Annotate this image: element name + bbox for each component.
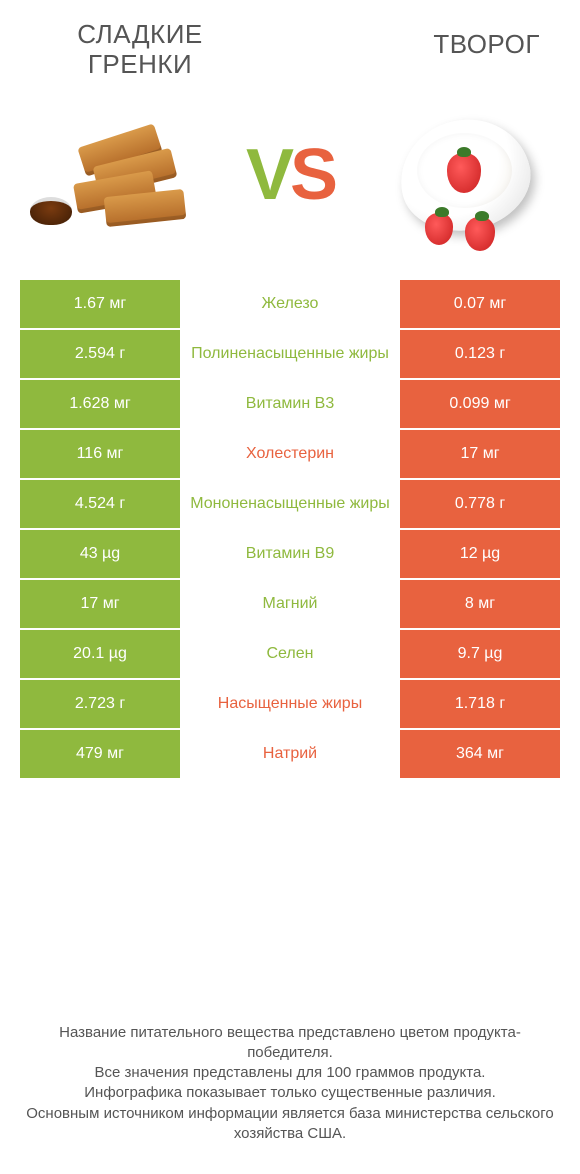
cell-left-value: 43 µg [20, 530, 180, 578]
cell-nutrient-label: Магний [180, 580, 400, 628]
cell-nutrient-label: Мононенасыщенные жиры [180, 480, 400, 528]
cell-left-value: 479 мг [20, 730, 180, 778]
cell-nutrient-label: Витамин B3 [180, 380, 400, 428]
table-row: 20.1 µgСелен9.7 µg [20, 630, 560, 680]
table-row: 17 мгМагний8 мг [20, 580, 560, 630]
table-row: 1.628 мгВитамин B30.099 мг [20, 380, 560, 430]
product-right-title: ТВОРОГ [340, 20, 540, 60]
cell-right-value: 17 мг [400, 430, 560, 478]
vs-v: V [246, 135, 290, 215]
cell-right-value: 0.099 мг [400, 380, 560, 428]
table-row: 1.67 мгЖелезо0.07 мг [20, 280, 560, 330]
table-row: 479 мгНатрий364 мг [20, 730, 560, 780]
cell-right-value: 0.778 г [400, 480, 560, 528]
cell-left-value: 1.67 мг [20, 280, 180, 328]
cell-nutrient-label: Полиненасыщенные жиры [180, 330, 400, 378]
cell-nutrient-label: Селен [180, 630, 400, 678]
product-right-image [380, 100, 550, 250]
cell-left-value: 1.628 мг [20, 380, 180, 428]
cell-nutrient-label: Натрий [180, 730, 400, 778]
cell-nutrient-label: Железо [180, 280, 400, 328]
vs-s: S [290, 135, 334, 215]
images-row: VS [0, 80, 580, 280]
table-row: 2.594 гПолиненасыщенные жиры0.123 г [20, 330, 560, 380]
footer-line: Инфографика показывает только существенн… [25, 1083, 555, 1103]
footer-notes: Название питательного вещества представл… [0, 1023, 580, 1145]
header: СЛАДКИЕ ГРЕНКИ ТВОРОГ [0, 0, 580, 80]
cell-right-value: 8 мг [400, 580, 560, 628]
cell-left-value: 20.1 µg [20, 630, 180, 678]
cell-nutrient-label: Насыщенные жиры [180, 680, 400, 728]
vs-label: VS [246, 134, 334, 216]
cell-left-value: 2.594 г [20, 330, 180, 378]
cell-right-value: 0.123 г [400, 330, 560, 378]
table-row: 116 мгХолестерин17 мг [20, 430, 560, 480]
table-row: 43 µgВитамин B912 µg [20, 530, 560, 580]
footer-line: Все значения представлены для 100 граммо… [25, 1063, 555, 1083]
cell-nutrient-label: Витамин B9 [180, 530, 400, 578]
cell-right-value: 0.07 мг [400, 280, 560, 328]
cell-left-value: 116 мг [20, 430, 180, 478]
cell-left-value: 4.524 г [20, 480, 180, 528]
comparison-table: 1.67 мгЖелезо0.07 мг2.594 гПолиненасыщен… [0, 280, 580, 780]
footer-line: Название питательного вещества представл… [25, 1023, 555, 1064]
product-left-title: СЛАДКИЕ ГРЕНКИ [40, 20, 240, 80]
footer-line: Основным источником информации является … [25, 1104, 555, 1145]
cell-right-value: 364 мг [400, 730, 560, 778]
product-left-image [30, 100, 200, 250]
cell-right-value: 12 µg [400, 530, 560, 578]
cell-left-value: 2.723 г [20, 680, 180, 728]
table-row: 2.723 гНасыщенные жиры1.718 г [20, 680, 560, 730]
cell-right-value: 9.7 µg [400, 630, 560, 678]
table-row: 4.524 гМононенасыщенные жиры0.778 г [20, 480, 560, 530]
cell-right-value: 1.718 г [400, 680, 560, 728]
cell-nutrient-label: Холестерин [180, 430, 400, 478]
cell-left-value: 17 мг [20, 580, 180, 628]
